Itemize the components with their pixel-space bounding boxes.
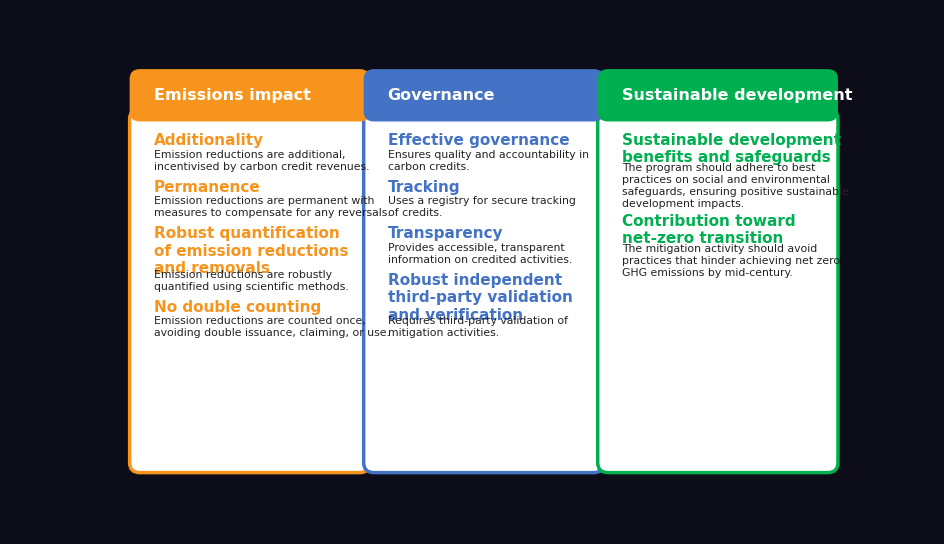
FancyBboxPatch shape	[129, 69, 370, 121]
FancyBboxPatch shape	[363, 69, 604, 121]
Text: Uses a registry for secure tracking
of credits.: Uses a registry for secure tracking of c…	[388, 196, 576, 218]
Text: Emission reductions are permanent with
measures to compensate for any reversals.: Emission reductions are permanent with m…	[154, 196, 391, 218]
Text: Effective governance: Effective governance	[388, 133, 569, 148]
Text: Contribution toward
net-zero transition: Contribution toward net-zero transition	[622, 214, 796, 246]
Text: Tracking: Tracking	[388, 180, 461, 195]
Text: Robust quantification
of emission reductions
and removals: Robust quantification of emission reduct…	[154, 226, 348, 276]
FancyBboxPatch shape	[363, 109, 604, 473]
Polygon shape	[710, 108, 726, 119]
Text: Emission reductions are counted once,
avoiding double issuance, claiming, or use: Emission reductions are counted once, av…	[154, 316, 390, 338]
Polygon shape	[476, 108, 492, 119]
FancyBboxPatch shape	[598, 69, 838, 121]
Text: Requires third-party validation of
mitigation activities.: Requires third-party validation of mitig…	[388, 316, 567, 338]
FancyBboxPatch shape	[129, 109, 370, 473]
FancyBboxPatch shape	[598, 109, 838, 473]
Text: Governance: Governance	[388, 88, 496, 103]
Text: The program should adhere to best
practices on social and environmental
safeguar: The program should adhere to best practi…	[622, 163, 849, 209]
Text: Emissions impact: Emissions impact	[154, 88, 311, 103]
Text: The mitigation activity should avoid
practices that hinder achieving net zero
GH: The mitigation activity should avoid pra…	[622, 244, 840, 278]
Text: Sustainable development
benefits and safeguards: Sustainable development benefits and saf…	[622, 133, 841, 165]
Text: Permanence: Permanence	[154, 180, 261, 195]
Text: Sustainable development: Sustainable development	[622, 88, 852, 103]
Text: Provides accessible, transparent
information on credited activities.: Provides accessible, transparent informa…	[388, 243, 572, 265]
Text: Additionality: Additionality	[154, 133, 263, 148]
Text: Emission reductions are additional,
incentivised by carbon credit revenues.: Emission reductions are additional, ince…	[154, 150, 369, 171]
Text: Emission reductions are robustly
quantified using scientific methods.: Emission reductions are robustly quantif…	[154, 270, 348, 292]
Text: No double counting: No double counting	[154, 300, 321, 315]
Polygon shape	[242, 108, 258, 119]
Text: Robust independent
third-party validation
and verification: Robust independent third-party validatio…	[388, 273, 573, 323]
Text: Ensures quality and accountability in
carbon credits.: Ensures quality and accountability in ca…	[388, 150, 589, 171]
Text: Transparency: Transparency	[388, 226, 503, 241]
